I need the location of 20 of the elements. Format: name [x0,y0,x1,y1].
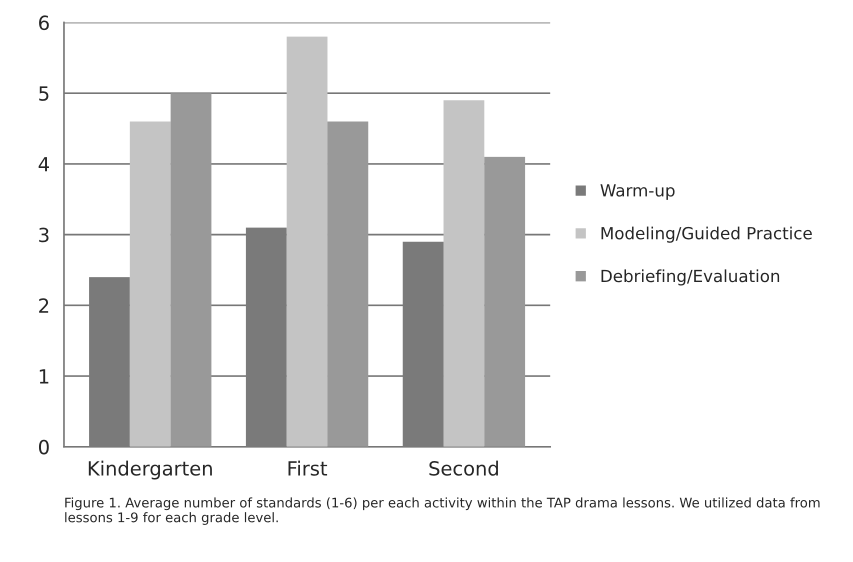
bar [286,36,328,447]
y-tick-label: 6 [39,15,49,30]
legend-label: Debriefing/Evaluation [602,269,780,286]
legend-label: Modeling/Guided Practice [602,226,812,243]
y-tick-label: 2 [39,298,48,313]
legend-label: Warm-up [600,184,675,200]
y-tick-label: 0 [38,440,49,454]
y-tick-label: 1 [40,369,48,384]
x-tick-label: First [288,460,328,476]
y-tick-label: 4 [38,157,49,172]
bar [444,100,484,447]
y-tick-label: 3 [39,228,49,242]
caption: Figure 1. Average number of standards (1-6) per each activity within the TAP drama lessons. We utilized data from lessons 1-9 for each grade level. [65,497,820,525]
bar [484,156,526,447]
bar [170,93,212,447]
x-tick-label: Second [429,460,498,476]
bar [327,121,368,447]
y-tick-label: 5 [39,86,48,101]
bar [130,121,171,447]
x-tick-label: Kindergarten [88,460,212,480]
